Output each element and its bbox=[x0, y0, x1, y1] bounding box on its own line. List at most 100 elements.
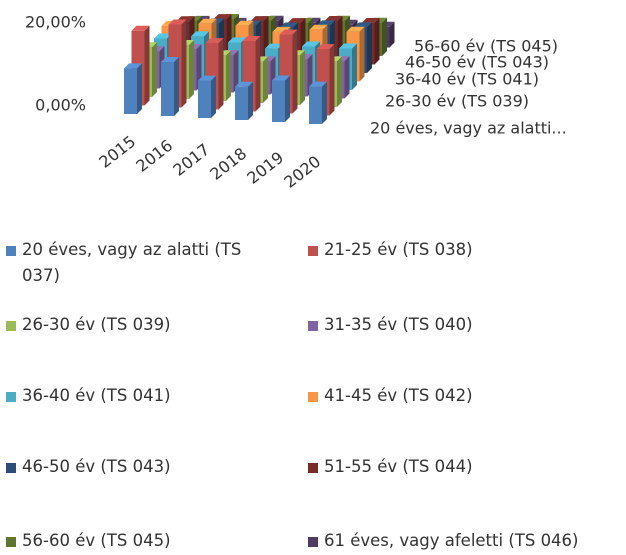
bar-side bbox=[352, 43, 357, 90]
bar-top bbox=[168, 19, 187, 25]
y-tick-label: 0,00% bbox=[35, 96, 86, 115]
legend-swatch bbox=[6, 463, 16, 473]
bar-top bbox=[280, 22, 298, 28]
bar-side bbox=[285, 75, 290, 122]
legend-label: 20 éves, vagy az alatti (TS 037) bbox=[22, 240, 242, 285]
bar-top bbox=[316, 44, 335, 50]
bar-group bbox=[124, 63, 142, 114]
y-tick-label: 20,00% bbox=[25, 13, 86, 32]
bar-side bbox=[382, 17, 387, 56]
x-tick-label: 2017 bbox=[169, 140, 213, 180]
legend-item: 46-50 év (TS 043) bbox=[6, 454, 272, 480]
legend-item: 31-35 év (TS 040) bbox=[308, 312, 624, 338]
legend-item: 41-45 év (TS 042) bbox=[308, 383, 624, 409]
bar-top bbox=[235, 20, 254, 26]
bar bbox=[309, 86, 322, 124]
bar-top bbox=[309, 24, 328, 30]
legend-label: 31-35 év (TS 040) bbox=[324, 315, 473, 334]
bar-side bbox=[255, 35, 261, 112]
legend-label: 41-45 év (TS 042) bbox=[324, 386, 473, 405]
legend-label: 61 éves, vagy afeletti (TS 046) bbox=[324, 531, 579, 550]
legend-swatch bbox=[308, 392, 318, 402]
bar-top bbox=[198, 18, 217, 24]
bar-side bbox=[263, 56, 268, 103]
legend-item: 21-25 év (TS 038) bbox=[308, 237, 624, 263]
bar-side bbox=[181, 19, 187, 108]
bar bbox=[272, 80, 285, 122]
legend-swatch bbox=[308, 246, 318, 256]
bar-side bbox=[344, 56, 350, 99]
legend-item: 26-30 év (TS 039) bbox=[6, 312, 272, 338]
legend-swatch bbox=[6, 321, 16, 331]
depth-label: 36-40 év (TS 041) bbox=[395, 70, 539, 89]
bar-top bbox=[235, 81, 253, 87]
legend-label: 51-55 év (TS 044) bbox=[324, 457, 473, 476]
bar-top bbox=[265, 43, 283, 49]
bar-side bbox=[137, 63, 142, 114]
bar-side bbox=[233, 50, 239, 93]
legend-swatch bbox=[6, 537, 16, 547]
depth-label: 56-60 év (TS 045) bbox=[414, 37, 558, 56]
bar-group bbox=[272, 75, 290, 122]
bar bbox=[161, 62, 174, 116]
bar-top bbox=[302, 41, 320, 47]
bar-side bbox=[226, 50, 231, 101]
bar-side bbox=[322, 81, 327, 124]
legend-swatch bbox=[6, 246, 16, 256]
legend-swatch bbox=[308, 321, 318, 331]
legend-label: 26-30 év (TS 039) bbox=[22, 315, 171, 334]
bar-top bbox=[154, 33, 172, 39]
legend-label: 56-60 év (TS 045) bbox=[22, 531, 171, 550]
legend-swatch bbox=[308, 463, 318, 473]
bar bbox=[235, 86, 248, 120]
legend-label: 46-50 év (TS 043) bbox=[22, 457, 171, 476]
bar-top bbox=[191, 31, 209, 37]
bar-top bbox=[317, 20, 335, 26]
x-tick-label: 2016 bbox=[132, 136, 176, 176]
depth-label: 20 éves, vagy az alatti... bbox=[370, 119, 567, 138]
bar-side bbox=[300, 50, 305, 105]
bar-top bbox=[205, 38, 224, 44]
bar-top bbox=[242, 35, 261, 41]
bar-side bbox=[211, 75, 216, 118]
legend-item: 20 éves, vagy az alatti (TS 037) bbox=[6, 237, 272, 289]
legend-item: 56-60 év (TS 045) bbox=[6, 528, 272, 554]
bar-top bbox=[339, 43, 357, 49]
bar-top bbox=[346, 26, 365, 32]
bar-top bbox=[287, 18, 306, 24]
bar-side bbox=[144, 25, 150, 106]
bar-side bbox=[374, 18, 380, 65]
bar-side bbox=[359, 26, 365, 82]
bar-side bbox=[389, 21, 395, 48]
legend-item: 36-40 év (TS 041) bbox=[6, 383, 272, 409]
bar-side bbox=[329, 44, 335, 116]
x-tick-label: 2018 bbox=[206, 144, 250, 184]
bar-side bbox=[189, 40, 194, 99]
bar-side bbox=[367, 22, 372, 74]
legend-label: 36-40 év (TS 041) bbox=[22, 386, 171, 405]
bar-group bbox=[198, 75, 216, 118]
legend-label: 21-25 év (TS 038) bbox=[324, 240, 473, 259]
bar-top bbox=[213, 14, 232, 20]
bar bbox=[124, 68, 137, 114]
bar-top bbox=[161, 57, 179, 63]
bar-side bbox=[337, 56, 342, 107]
bar-top bbox=[124, 63, 142, 69]
bar-side bbox=[218, 38, 224, 110]
bar-side bbox=[174, 57, 179, 116]
bar-top bbox=[228, 37, 246, 43]
legend-item: 61 éves, vagy afeletti (TS 046) bbox=[308, 528, 624, 554]
bar-group bbox=[161, 57, 179, 116]
bar-top bbox=[309, 81, 327, 87]
bar-top bbox=[250, 16, 269, 22]
bar-group bbox=[235, 81, 253, 120]
x-tick-label: 2020 bbox=[280, 152, 324, 192]
bar-top bbox=[131, 25, 150, 31]
bar-top bbox=[279, 29, 298, 35]
x-tick-label: 2015 bbox=[95, 132, 139, 172]
bar-top bbox=[361, 18, 380, 23]
depth-label: 26-30 év (TS 039) bbox=[385, 92, 529, 111]
legend-swatch bbox=[308, 537, 318, 547]
